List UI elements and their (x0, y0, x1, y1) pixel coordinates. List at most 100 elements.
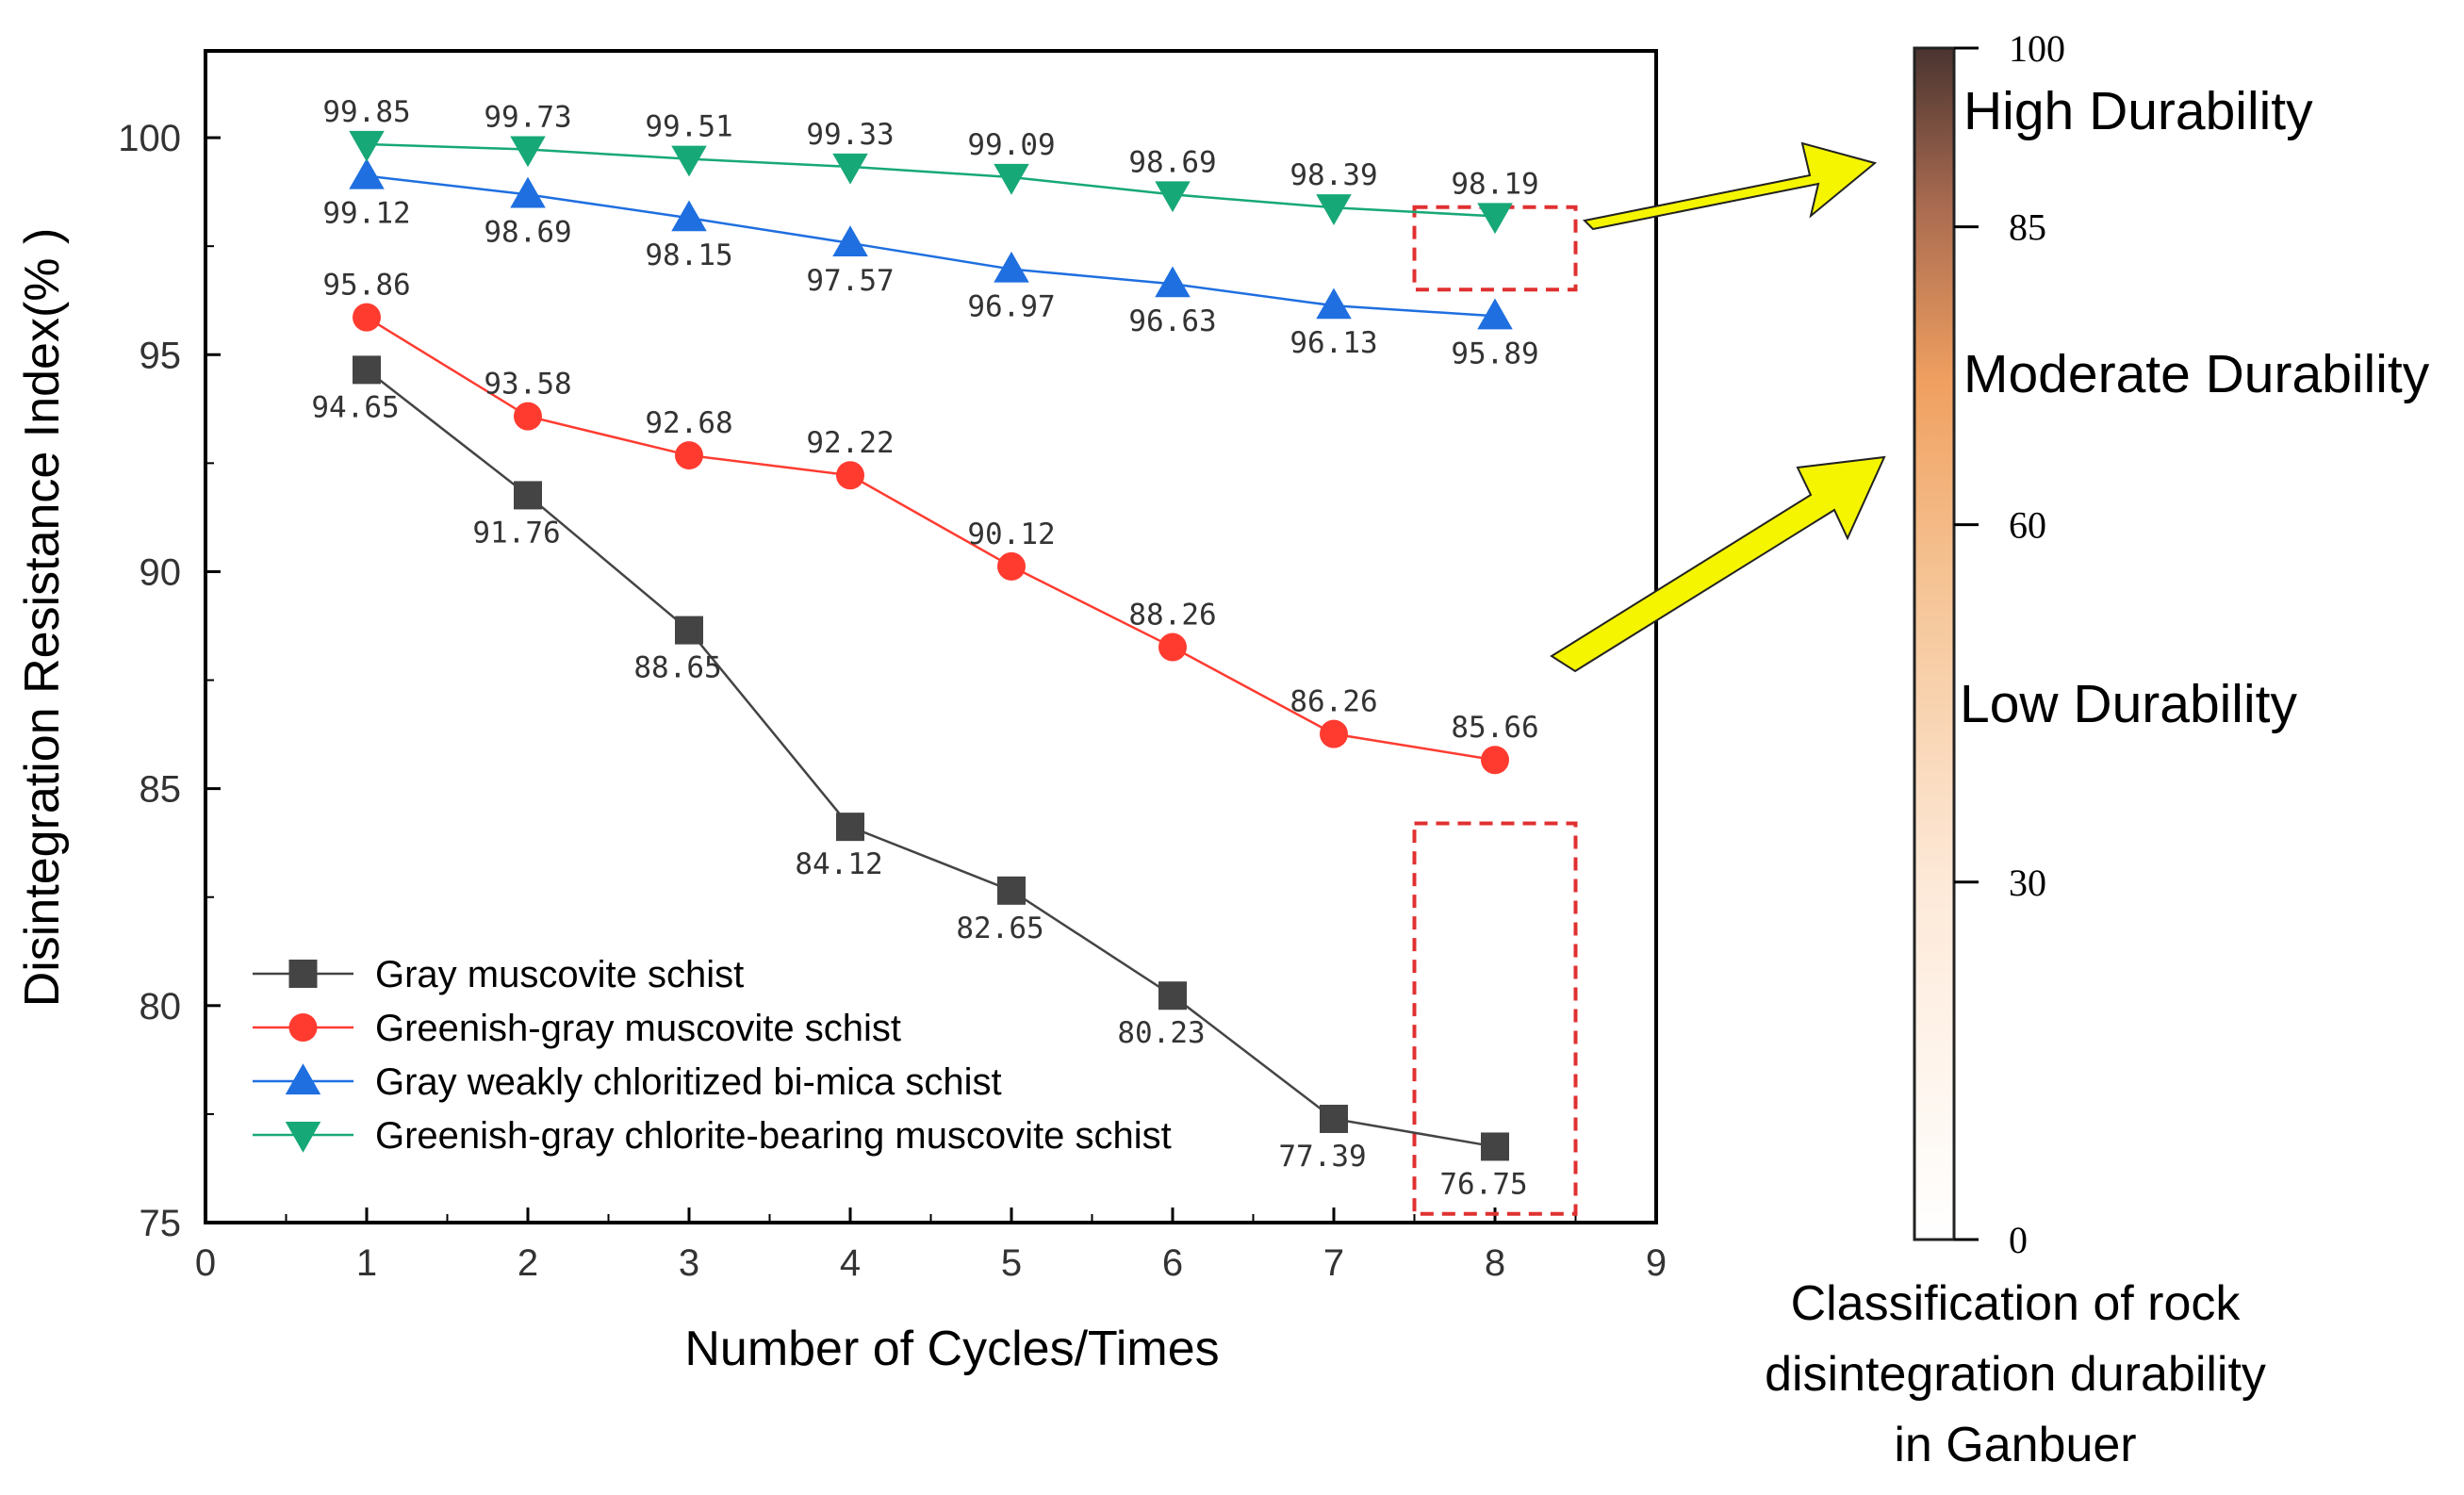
highlight-box-2 (1412, 821, 1578, 1216)
series-1-point-5 (997, 876, 1026, 905)
x-tick-label-1: 1 (356, 1242, 377, 1284)
arrows (1550, 141, 1886, 673)
series-line-3 (366, 174, 1496, 318)
series-1-point-8 (1481, 1132, 1509, 1161)
highlight-box-1 (1412, 205, 1578, 292)
y-tick-label-95: 95 (140, 335, 182, 376)
colorbar-caption-line-2: disintegration durability (1765, 1347, 2266, 1402)
series-1-point-2 (514, 481, 542, 510)
x-tick-label-4: 4 (840, 1242, 861, 1284)
series-3-label-7: 96.13 (1289, 326, 1377, 360)
series-2-label-8: 85.66 (1451, 711, 1538, 745)
y-tick-label-75: 75 (140, 1203, 182, 1244)
arrow-upper (1582, 141, 1878, 231)
series-3-label-2: 98.69 (484, 215, 571, 249)
arrow-lower (1550, 455, 1886, 673)
series-2-point-8 (1481, 746, 1509, 775)
colorbar-caption-line-3: in Ganbuer (1894, 1418, 2136, 1472)
colorbar-tick-label-60: 60 (2009, 504, 2046, 547)
series-1-point-7 (1320, 1104, 1348, 1133)
y-tick-label-80: 80 (140, 986, 182, 1027)
series-lines (366, 142, 1496, 1148)
series-3-label-4: 97.57 (806, 264, 894, 298)
series-4-label-6: 98.69 (1128, 145, 1216, 179)
series-4-point-5 (994, 163, 1029, 195)
series-1-label-2: 91.76 (472, 516, 560, 550)
series-4-point-8 (1477, 203, 1513, 235)
series-1-label-3: 88.65 (633, 651, 721, 685)
series-3-point-4 (832, 225, 868, 257)
series-markers (349, 130, 1513, 1161)
series-3-label-8: 95.89 (1451, 337, 1538, 370)
series-2-label-6: 88.26 (1128, 599, 1216, 632)
series-4-point-4 (832, 153, 868, 185)
x-axis-title: Number of Cycles/Times (684, 1322, 1219, 1376)
series-2-point-7 (1320, 719, 1348, 748)
series-3-point-1 (349, 157, 385, 189)
series-2-point-4 (836, 461, 864, 490)
x-tick-label-0: 0 (195, 1242, 216, 1284)
series-2-point-3 (675, 441, 703, 470)
series-labels: 94.65 91.76 88.65 84.12 82.65 80.23 77.39 76.75… (311, 95, 1538, 1201)
y-tick-label-90: 90 (140, 551, 182, 593)
series-4-label-8: 98.19 (1451, 167, 1538, 201)
x-tick-label-9: 9 (1646, 1242, 1667, 1284)
series-1-point-1 (353, 355, 381, 385)
series-4-point-1 (349, 130, 385, 162)
series-3-point-5 (994, 251, 1029, 283)
class-moderate-durability: Moderate Durability (1963, 344, 2430, 404)
legend-marker-2 (288, 1013, 318, 1042)
colorbar-tick-label-30: 30 (2009, 862, 2046, 904)
series-1-label-1: 94.65 (311, 390, 399, 424)
series-1-point-6 (1158, 981, 1187, 1010)
series-2-label-2: 93.58 (484, 368, 571, 402)
legend-marker-1 (288, 960, 318, 988)
x-tick-label-7: 7 (1323, 1242, 1344, 1284)
legend-label-3: Gray weakly chloritized bi-mica schist (375, 1061, 1002, 1103)
class-low-durability: Low Durability (1960, 674, 2297, 734)
x-tick-label-3: 3 (679, 1242, 699, 1284)
series-2-label-1: 95.86 (322, 269, 410, 303)
axes: 0 1 2 3 4 5 6 7 8 9 75 80 85 90 95 100 (118, 118, 1667, 1284)
series-3-point-6 (1155, 266, 1191, 298)
series-4-point-6 (1155, 181, 1191, 213)
legend-marker-4 (285, 1121, 321, 1153)
series-3-label-1: 99.12 (322, 197, 410, 231)
highlight-boxes (1412, 205, 1578, 1216)
series-4-label-3: 99.51 (645, 110, 732, 144)
series-1-point-3 (675, 616, 703, 645)
series-3-label-5: 96.97 (967, 290, 1055, 324)
colorbar-ticks: 0 30 60 85 100 (1954, 27, 2065, 1261)
series-1-label-7: 77.39 (1278, 1140, 1366, 1174)
series-1-point-4 (836, 813, 864, 842)
y-tick-label-85: 85 (140, 769, 182, 811)
series-3-point-2 (510, 176, 546, 208)
series-2-point-5 (997, 551, 1026, 581)
series-line-4 (366, 142, 1496, 218)
colorbar-tick-label-85: 85 (2009, 206, 2046, 249)
y-axis-title: Disintegration Resistance Index(% ) (15, 228, 70, 1008)
series-2-label-5: 90.12 (967, 518, 1055, 551)
legend-marker-3 (285, 1063, 321, 1095)
series-2-label-7: 86.26 (1289, 685, 1377, 719)
series-4-point-2 (510, 136, 546, 168)
series-3-point-7 (1316, 288, 1352, 320)
series-3-point-8 (1477, 298, 1513, 330)
legend-label-2: Greenish-gray muscovite schist (375, 1008, 901, 1049)
series-2-point-1 (353, 303, 381, 332)
x-tick-label-5: 5 (1001, 1242, 1022, 1284)
legend-label-1: Gray muscovite schist (375, 954, 744, 995)
y-tick-label-100: 100 (118, 118, 181, 159)
series-1-label-8: 76.75 (1439, 1167, 1527, 1201)
series-4-label-2: 99.73 (484, 101, 571, 135)
series-4-point-7 (1316, 194, 1352, 225)
x-tick-label-2: 2 (517, 1242, 538, 1284)
colorbar-tick-label-100: 100 (2009, 27, 2065, 70)
series-4-label-5: 99.09 (967, 128, 1055, 162)
series-2-point-2 (514, 402, 542, 431)
series-3-label-6: 96.63 (1128, 304, 1216, 338)
series-2-label-3: 92.68 (645, 406, 732, 440)
class-high-durability: High Durability (1963, 81, 2313, 141)
series-2-label-4: 92.22 (806, 426, 894, 460)
